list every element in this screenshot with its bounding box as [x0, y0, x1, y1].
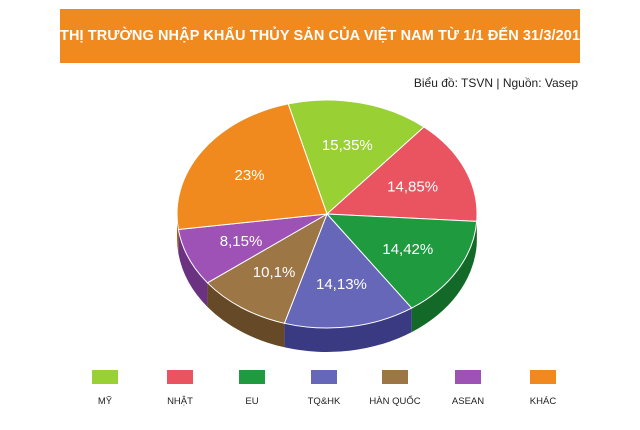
pie-side-eu: [411, 221, 477, 333]
pie-side-asean: [178, 229, 208, 307]
pie-slice-my: [287, 99, 425, 215]
pie-label-asean: 8,15%: [220, 233, 263, 250]
pie-label-khac: 23%: [235, 167, 265, 184]
pie-label-my: 15,35%: [322, 137, 373, 154]
pie-slice-nhat: [325, 126, 478, 222]
pie-slices: [176, 99, 478, 329]
pie-labels: 15,35% 14,85% 14,42% 14,13% 10,1% 8,15% 23%: [220, 137, 438, 293]
pie-slice-khac: [176, 103, 328, 231]
pie-slice-han-quoc: [206, 212, 328, 324]
pie-label-nhat: 14,85%: [387, 178, 438, 195]
pie-side-tq-hk: [284, 308, 412, 352]
chart-source: Biểu đồ: TSVN | Nguồn: Vasep: [413, 76, 578, 90]
chart-title: THỊ TRƯỜNG NHẬP KHẨU THỦY SẢN CỦA VIỆT N…: [60, 28, 589, 44]
pie-label-han-quoc: 10,1%: [253, 264, 296, 281]
pie-slice-eu: [325, 213, 478, 309]
title-banner: THỊ TRƯỜNG NHẬP KHẨU THỦY SẢN CỦA VIỆT N…: [60, 9, 589, 63]
pie-label-tq-hk: 14,13%: [316, 276, 367, 293]
pie-label-eu: 14,42%: [382, 241, 433, 258]
